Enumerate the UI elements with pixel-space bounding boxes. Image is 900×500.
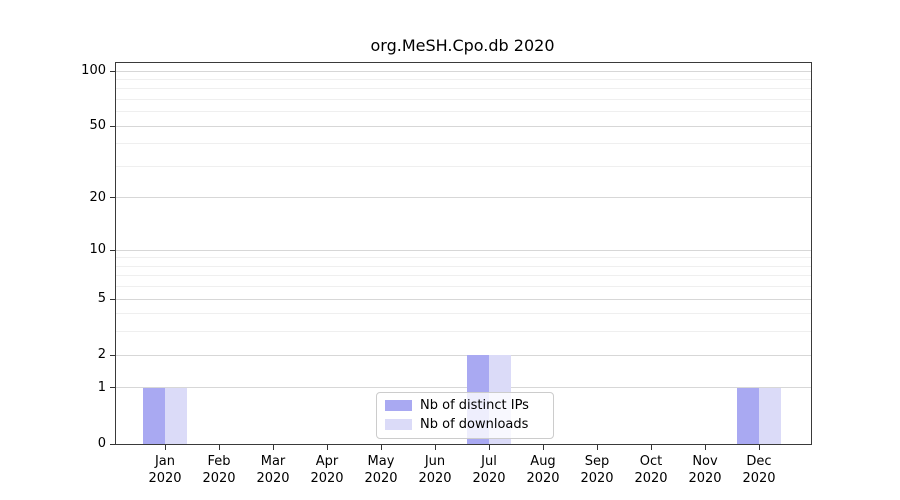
gridline-minor bbox=[116, 88, 811, 90]
plot-area: 0 1 2 5 10 20 50 100 Jan 2020 Feb 2020 Mar 2020 Apr 202… bbox=[81, 62, 812, 486]
y-tick-mark bbox=[110, 70, 115, 72]
bar-downloads bbox=[759, 387, 781, 444]
y-tick-mark bbox=[110, 125, 115, 127]
y-tick-label: 2 bbox=[97, 347, 106, 363]
gridline-major bbox=[116, 354, 811, 356]
x-tick-mark bbox=[650, 445, 652, 450]
x-tick-label: Jul 2020 bbox=[472, 454, 506, 486]
legend-item-downloads: Nb of downloads bbox=[385, 417, 545, 432]
legend-item-distinct-ips: Nb of distinct IPs bbox=[385, 398, 545, 413]
gridline-major bbox=[116, 249, 811, 251]
x-tick-label: Nov 2020 bbox=[688, 454, 722, 486]
gridline-minor bbox=[116, 275, 811, 277]
y-tick-mark bbox=[110, 249, 115, 251]
y-tick-mark bbox=[110, 443, 115, 445]
gridline-minor bbox=[116, 78, 811, 80]
y-tick-mark bbox=[110, 197, 115, 199]
legend-swatch-downloads bbox=[385, 419, 412, 430]
x-tick-label: Oct 2020 bbox=[634, 454, 668, 486]
x-tick-label: Feb 2020 bbox=[202, 454, 236, 486]
bar-downloads bbox=[165, 387, 187, 444]
x-tick-label: Jan 2020 bbox=[148, 454, 182, 486]
gridline-major bbox=[116, 298, 811, 300]
gridline-minor bbox=[116, 98, 811, 100]
gridline-minor bbox=[116, 257, 811, 259]
gridline-minor bbox=[116, 286, 811, 288]
gridline-major bbox=[116, 125, 811, 127]
x-tick-mark bbox=[758, 445, 760, 450]
bar-distinct-ips bbox=[143, 387, 165, 444]
y-tick-label: 0 bbox=[97, 436, 106, 451]
gridline-minor bbox=[116, 331, 811, 333]
x-tick-label: May 2020 bbox=[364, 454, 398, 486]
y-tick-mark bbox=[110, 298, 115, 300]
gridline-major bbox=[116, 197, 811, 199]
y-tick-label: 10 bbox=[89, 242, 106, 258]
x-tick-label: Mar 2020 bbox=[256, 454, 290, 486]
x-tick-label: Apr 2020 bbox=[310, 454, 344, 486]
gridline-minor bbox=[116, 165, 811, 167]
x-tick-label: Jun 2020 bbox=[418, 454, 452, 486]
y-tick-label: 5 bbox=[97, 291, 106, 307]
y-tick-mark bbox=[110, 354, 115, 356]
gridline-minor bbox=[116, 313, 811, 315]
gridline-minor bbox=[116, 111, 811, 113]
gridline-major bbox=[116, 387, 811, 389]
gridline-minor bbox=[116, 265, 811, 267]
x-tick-mark bbox=[272, 445, 274, 450]
x-tick-mark bbox=[326, 445, 328, 450]
x-tick-mark bbox=[380, 445, 382, 450]
x-tick-mark bbox=[542, 445, 544, 450]
x-tick-mark bbox=[218, 445, 220, 450]
bar-distinct-ips bbox=[737, 387, 759, 444]
legend: Nb of distinct IPs Nb of downloads bbox=[376, 392, 554, 439]
chart-title: org.MeSH.Cpo.db 2020 bbox=[370, 36, 555, 55]
y-tick-label: 100 bbox=[81, 63, 106, 78]
y-tick-label: 20 bbox=[89, 189, 106, 205]
x-tick-mark bbox=[488, 445, 490, 450]
x-tick-mark bbox=[596, 445, 598, 450]
x-tick-label: Sep 2020 bbox=[580, 454, 614, 486]
x-tick-mark bbox=[434, 445, 436, 450]
x-tick-label: Aug 2020 bbox=[526, 454, 560, 486]
y-tick-mark bbox=[110, 387, 115, 389]
gridline-major bbox=[116, 70, 811, 72]
y-tick-label: 1 bbox=[97, 379, 106, 395]
y-tick-label: 50 bbox=[89, 118, 106, 134]
gridline-minor bbox=[116, 143, 811, 145]
legend-swatch-distinct-ips bbox=[385, 400, 412, 411]
x-tick-mark bbox=[704, 445, 706, 450]
x-tick-mark bbox=[164, 445, 166, 450]
legend-label-downloads: Nb of downloads bbox=[420, 417, 529, 432]
x-tick-label: Dec 2020 bbox=[742, 454, 776, 486]
legend-label-distinct-ips: Nb of distinct IPs bbox=[420, 398, 529, 413]
